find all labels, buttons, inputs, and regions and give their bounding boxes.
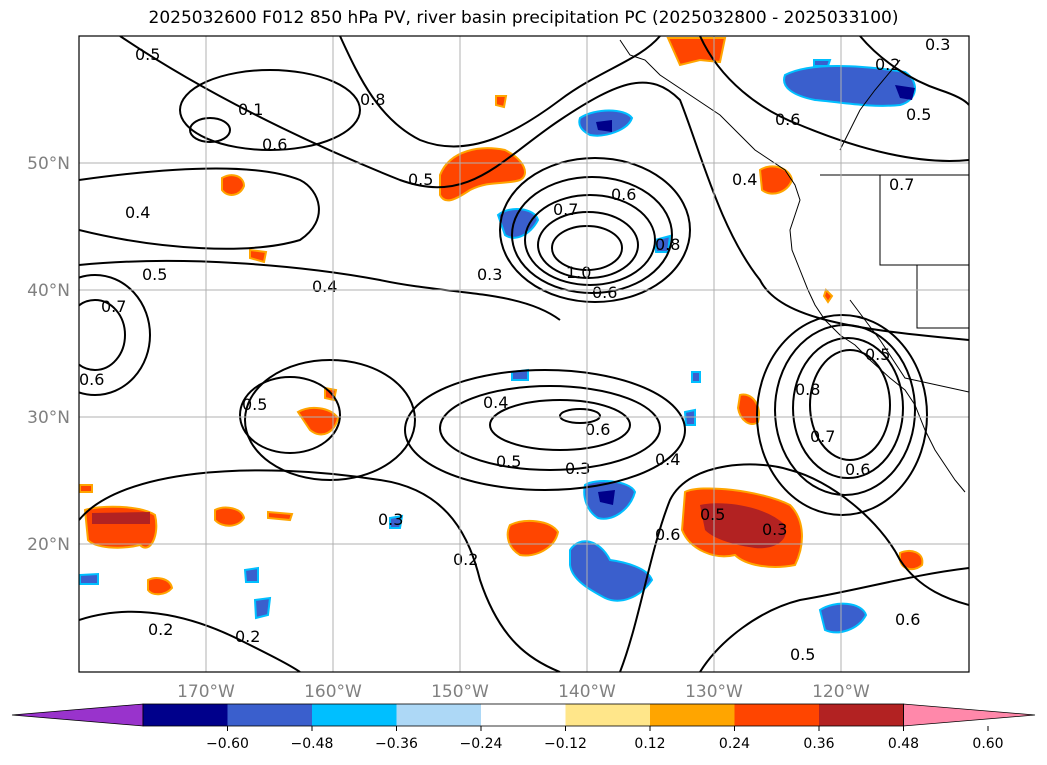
- contour-label: 0.2: [148, 620, 173, 639]
- map-frame: [78, 35, 970, 673]
- lon-label: 160°W: [304, 682, 362, 702]
- contour-label: 0.6: [611, 185, 636, 204]
- contour-label: 0.3: [762, 520, 787, 539]
- contour-label: 0.6: [262, 135, 287, 154]
- contour-label: 0.8: [795, 380, 820, 399]
- contour-label: 0.6: [585, 420, 610, 439]
- contour-label: 0.8: [360, 90, 385, 109]
- contour-label: 0.5: [135, 45, 160, 64]
- contour-label: 0.7: [101, 297, 126, 316]
- contour-label: 0.2: [875, 55, 900, 74]
- pv-contours: [79, 36, 969, 672]
- lon-label: 140°W: [558, 682, 616, 702]
- contour-label: 0.5: [408, 170, 433, 189]
- colorbar-tick-label: −0.24: [460, 736, 503, 752]
- contour-label: 0.4: [312, 277, 337, 296]
- contour-label: 0.6: [79, 370, 104, 389]
- contour-label: 0.4: [655, 450, 680, 469]
- colorbar-tick-label: −0.60: [206, 736, 249, 752]
- lat-label: 40°N: [27, 281, 70, 301]
- colorbar-extend-max: [903, 703, 1036, 727]
- contour-label: 0.4: [732, 170, 757, 189]
- colorbar-segment: [734, 704, 819, 726]
- precip-negative-areas: [79, 59, 916, 634]
- lon-label: 170°W: [177, 682, 235, 702]
- colorbar-tick-label: −0.12: [544, 736, 587, 752]
- contour-label: 0.5: [242, 395, 267, 414]
- contour-label: 0.6: [895, 610, 920, 629]
- colorbar-tick-label: 0.48: [888, 736, 919, 752]
- colorbar-tick-label: 0.24: [719, 736, 750, 752]
- colorbar-tick-label: 0.12: [634, 736, 665, 752]
- contour-label: 0.7: [889, 175, 914, 194]
- contour-label: 0.7: [553, 200, 578, 219]
- map-title: 2025032600 F012 850 hPa PV, river basin …: [148, 8, 899, 28]
- contour-label: 0.5: [865, 345, 890, 364]
- colorbar-tick-label: −0.36: [375, 736, 418, 752]
- contour-label: 0.3: [477, 265, 502, 284]
- colorbar-segment: [143, 704, 228, 726]
- colorbar-segment: [312, 704, 397, 726]
- contour-label: 0.6: [592, 283, 617, 302]
- lon-label: 130°W: [685, 682, 743, 702]
- colorbar-segment: [227, 704, 312, 726]
- contour-label-group: 0.5 0.8 0.1 0.6 0.5 0.4 0.7 0.6 0.8 1.0 …: [79, 35, 950, 664]
- colorbar-segment: [396, 704, 481, 726]
- colorbar-segment: [565, 704, 650, 726]
- colorbar-tick-label: 0.36: [803, 736, 834, 752]
- contour-label: 0.6: [845, 460, 870, 479]
- lon-label: 150°W: [431, 682, 489, 702]
- contour-label: 0.5: [700, 505, 725, 524]
- contour-label: 0.2: [453, 550, 478, 569]
- lat-label: 50°N: [27, 154, 70, 174]
- colorbar-segment: [650, 704, 735, 726]
- lat-label: 30°N: [27, 408, 70, 428]
- contour-label: 0.2: [235, 627, 260, 646]
- contour-label: 0.6: [655, 525, 680, 544]
- contour-label: 0.5: [496, 452, 521, 471]
- contour-label: 0.3: [565, 459, 590, 478]
- contour-label: 0.3: [378, 510, 403, 529]
- contour-label: 0.6: [775, 110, 800, 129]
- lat-labels: 50°N 40°N 30°N 20°N: [27, 154, 70, 555]
- map-area: [79, 36, 969, 672]
- contour-label: 0.8: [655, 235, 680, 254]
- colorbar-segment: [819, 704, 904, 726]
- colorbar-tick-label: 0.60: [972, 736, 1003, 752]
- gridlines: [79, 36, 969, 672]
- colorbar-outline: [142, 703, 904, 727]
- contour-label: 0.4: [483, 393, 508, 412]
- contour-label: 0.4: [125, 203, 150, 222]
- contour-label: 1.0: [566, 263, 591, 282]
- colorbar: −0.60 −0.48 −0.36 −0.24 −0.12 0.12 0.24 0.36 0.4…: [11, 703, 1036, 752]
- contour-label: 0.5: [906, 105, 931, 124]
- contour-label: 0.3: [925, 35, 950, 54]
- contour-label: 0.5: [790, 645, 815, 664]
- lat-label: 20°N: [27, 535, 70, 555]
- colorbar-extend-min: [11, 703, 144, 727]
- contour-label: 0.1: [238, 100, 263, 119]
- lon-labels: 170°W 160°W 150°W 140°W 130°W 120°W: [177, 682, 870, 702]
- contour-label: 0.7: [810, 427, 835, 446]
- contour-label: 0.5: [142, 265, 167, 284]
- lon-label: 120°W: [812, 682, 870, 702]
- colorbar-segment: [481, 704, 566, 726]
- colorbar-tick-label: −0.48: [291, 736, 334, 752]
